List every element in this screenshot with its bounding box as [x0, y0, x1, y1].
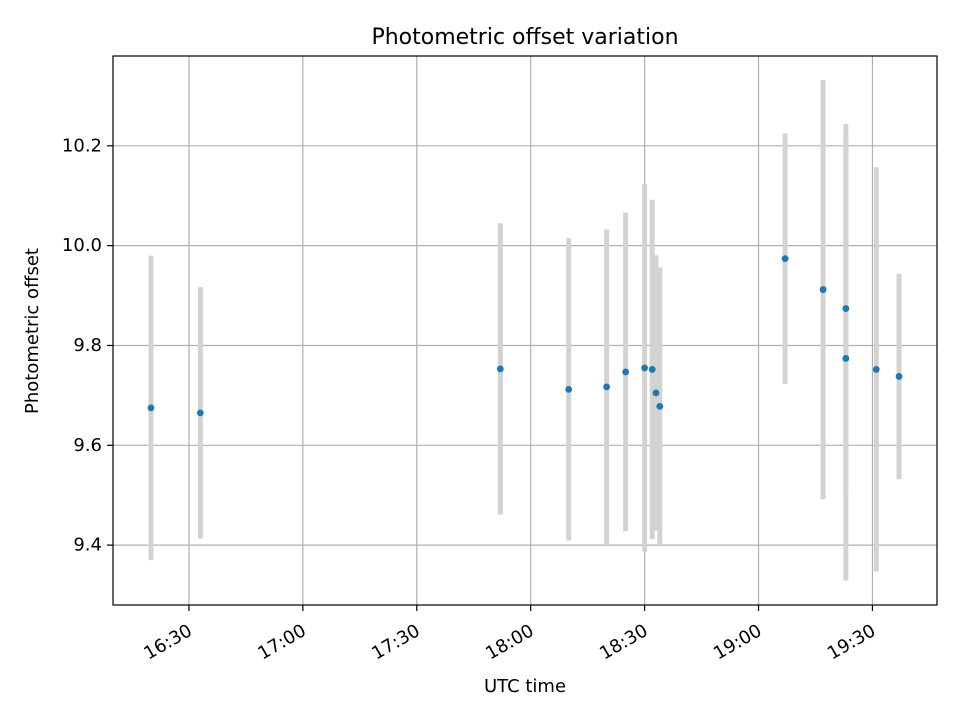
data-point [641, 364, 649, 372]
data-point [781, 255, 789, 263]
data-point [895, 373, 903, 380]
data-point [842, 355, 850, 362]
data-point [656, 402, 664, 410]
chart-title: Photometric offset variation [371, 25, 678, 50]
y-tick-label: 10.0 [62, 235, 102, 256]
y-axis-ticks: 9.4 9.6 9.8 10.0 10.2 [62, 135, 113, 556]
data-point [842, 305, 850, 312]
data-point [147, 404, 155, 412]
y-tick-label: 10.2 [62, 135, 102, 156]
data-point [819, 286, 827, 293]
y-axis-title: Photometric offset [22, 248, 43, 414]
data-point [496, 365, 504, 373]
data-point [196, 409, 204, 417]
data-point [648, 366, 656, 373]
x-axis-title: UTC time [484, 676, 566, 697]
data-point [652, 389, 660, 397]
grid-lines [113, 56, 937, 605]
data-points [147, 255, 903, 417]
data-point [565, 385, 573, 393]
plot-frame [112, 55, 938, 606]
y-tick-label: 9.6 [73, 435, 102, 456]
data-point [603, 383, 611, 391]
data-point [622, 368, 630, 376]
data-point [872, 366, 880, 373]
plot-area-background [113, 56, 937, 605]
y-tick-label: 9.4 [73, 535, 102, 556]
y-tick-label: 9.8 [73, 335, 102, 356]
